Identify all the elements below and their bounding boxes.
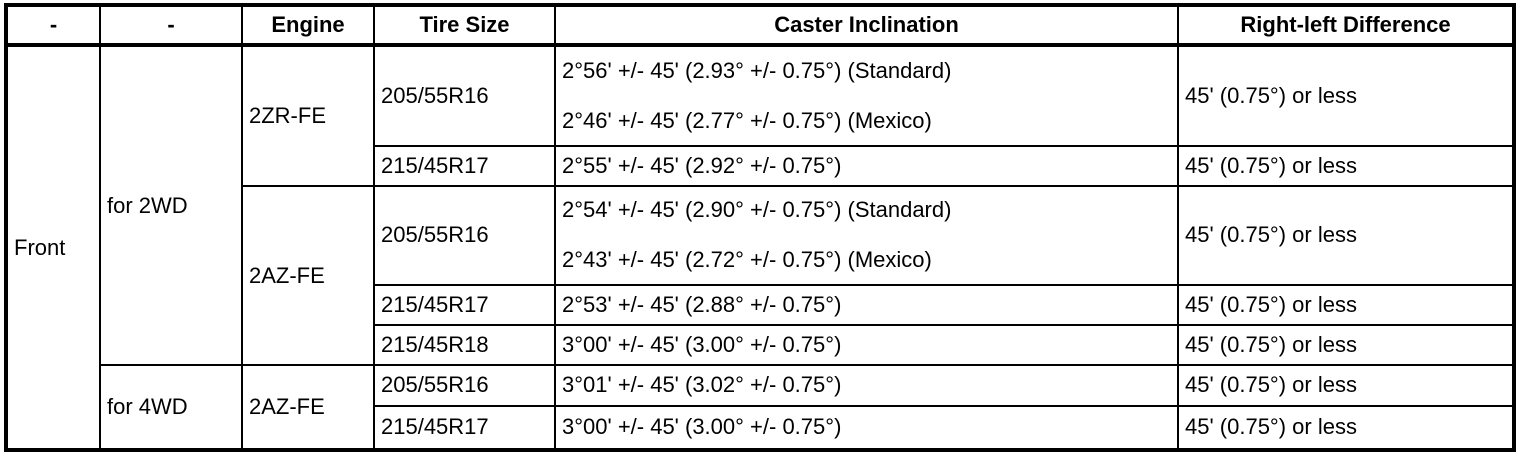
header-cell-tire-size: Tire Size [373,4,556,47]
caster-value-mexico: 2°46' +/- 45' (2.77° +/- 0.75°) (Mexico) [562,107,932,133]
header-cell-axle: - [5,4,101,47]
cell-engine-2az-fe: 2AZ-FE [241,185,375,367]
cell-diff: 45' (0.75°) or less [1177,283,1515,327]
caster-value-standard: 2°54' +/- 45' (2.90° +/- 0.75°) (Standar… [562,197,952,223]
cell-caster: 2°54' +/- 45' (2.90° +/- 0.75°) (Standar… [554,185,1179,286]
table-row: for 4WD 2AZ-FE 205/55R16 3°01' +/- 45' (… [6,364,1515,451]
cell-tire-size: 215/45R17 [373,404,556,452]
cell-diff: 45' (0.75°) or less [1177,144,1515,188]
cell-drivetrain-2wd: for 2WD [99,43,243,367]
cell-drivetrain-4wd: for 4WD [99,364,243,451]
cell-diff: 45' (0.75°) or less [1177,324,1515,367]
cell-caster: 2°55' +/- 45' (2.92° +/- 0.75°) [554,144,1179,188]
cell-diff: 45' (0.75°) or less [1177,185,1515,286]
table-row: 215/45R17 3°00' +/- 45' (3.00° +/- 0.75°… [6,404,1515,452]
cell-tire-size: 205/55R16 [373,44,556,147]
cell-caster: 2°56' +/- 45' (2.93° +/- 0.75°) (Standar… [554,44,1179,147]
caster-value-mexico: 2°43' +/- 45' (2.72° +/- 0.75°) (Mexico) [562,247,932,273]
cell-caster: 2°53' +/- 45' (2.88° +/- 0.75°) [554,283,1179,327]
cell-caster: 3°00' +/- 45' (3.00° +/- 0.75°) [554,404,1179,452]
cell-axle-front: Front [5,44,101,451]
header-cell-right-left-difference: Right-left Difference [1177,4,1515,47]
cell-tire-size: 215/45R18 [373,324,556,367]
cell-tire-size: 215/45R17 [373,144,556,188]
table-row: 215/45R17 2°53' +/- 45' (2.88° +/- 0.75°… [6,283,1515,327]
cell-tire-size: 205/55R16 [373,185,556,286]
cell-engine-2zr-fe: 2ZR-FE [241,43,375,188]
cell-diff: 45' (0.75°) or less [1177,364,1515,407]
cell-engine-2az-fe-4wd: 2AZ-FE [241,364,375,451]
table-row: Front for 2WD 2ZR-FE 205/55R16 2°56' +/-… [5,43,1515,451]
header-cell-caster-inclination: Caster Inclination [554,4,1179,47]
caster-value-standard: 2°56' +/- 45' (2.93° +/- 0.75°) (Standar… [562,57,952,83]
caster-inclination-spec-table: - - Engine Tire Size Caster Inclination … [4,3,1516,452]
cell-tire-size: 205/55R16 [373,364,556,407]
header-cell-drivetrain: - [99,4,243,47]
header-row: - - Engine Tire Size Caster Inclination … [5,4,1515,47]
cell-tire-size: 215/45R17 [373,283,556,327]
table-row: 2AZ-FE 205/55R16 2°54' +/- 45' (2.90° +/… [6,185,1515,367]
cell-diff: 45' (0.75°) or less [1177,44,1515,147]
header-cell-engine: Engine [241,4,375,47]
table-row: 215/45R18 3°00' +/- 45' (3.00° +/- 0.75°… [6,324,1515,367]
caster-value-stack: 2°54' +/- 45' (2.90° +/- 0.75°) (Standar… [562,188,1176,283]
cell-diff: 45' (0.75°) or less [1177,404,1515,452]
table-row: 215/45R17 2°55' +/- 45' (2.92° +/- 0.75°… [6,144,1515,188]
caster-value-stack: 2°56' +/- 45' (2.93° +/- 0.75°) (Standar… [562,48,1176,144]
cell-caster: 3°01' +/- 45' (3.02° +/- 0.75°) [554,364,1179,407]
cell-caster: 3°00' +/- 45' (3.00° +/- 0.75°) [554,324,1179,367]
